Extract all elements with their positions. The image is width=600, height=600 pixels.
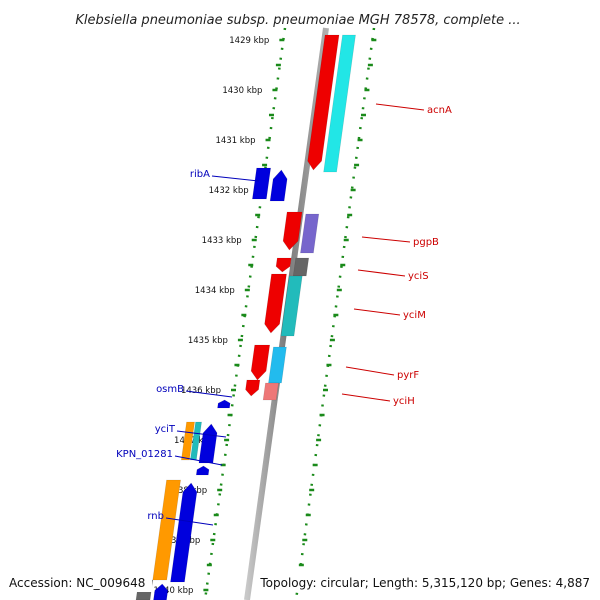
map-title: Klebsiella pneumoniae subsp. pneumoniae … [75, 13, 520, 28]
gene-labels: acnA pgpB yciS yciM pyrF yciH ribA osmB yciT KPN_… [116, 105, 452, 522]
ruler-tick-label: 1436 kbp [181, 386, 221, 396]
gene-feature[interactable] [252, 167, 272, 200]
gene-feature[interactable] [307, 34, 340, 171]
gene-label-leaders [165, 103, 425, 526]
gene-label-reverse[interactable]: rnb [147, 511, 164, 522]
gene-feature[interactable] [250, 344, 271, 381]
ruler-tick-label: 1433 kbp [202, 236, 242, 246]
label-leader-reverse [174, 455, 223, 466]
ruler-tick-label: 1435 kbp [188, 336, 228, 346]
gene-feature[interactable] [152, 479, 181, 581]
gene-feature[interactable] [280, 275, 303, 337]
gene-features [135, 34, 356, 600]
ruler-left-line [203, 27, 287, 600]
gene-feature[interactable] [153, 583, 169, 600]
gene-feature[interactable] [323, 34, 356, 173]
gene-feature[interactable] [195, 465, 210, 476]
label-leader-forward [341, 393, 391, 402]
gene-label-forward[interactable]: yciM [403, 310, 426, 321]
gene-label-reverse[interactable]: ribA [190, 169, 210, 180]
label-leader-forward [361, 236, 411, 243]
accession-text: Accession: NC_009648 [9, 576, 145, 590]
ruler-tick-label: 1429 kbp [229, 36, 269, 46]
gene-label-reverse[interactable]: osmB [156, 384, 184, 395]
label-leader-reverse [211, 175, 260, 182]
gene-label-forward[interactable]: pyrF [397, 370, 419, 381]
ruler-tick-label: 1430 kbp [222, 86, 262, 96]
gene-label-forward[interactable]: yciS [408, 271, 429, 282]
gene-feature[interactable] [268, 346, 287, 384]
gene-feature[interactable] [170, 482, 198, 583]
gene-feature[interactable] [198, 423, 218, 464]
gene-feature[interactable] [300, 213, 320, 254]
ruler-right-line [294, 27, 376, 600]
label-leader-forward [353, 308, 401, 316]
label-leader-reverse [185, 390, 233, 398]
gene-feature[interactable] [282, 211, 303, 251]
ruler-tick-label: 1434 kbp [195, 286, 235, 296]
label-leader-forward [345, 366, 395, 376]
ruler-tick-label: 1431 kbp [215, 136, 255, 146]
gene-feature[interactable] [217, 399, 231, 409]
gene-feature[interactable] [269, 169, 288, 202]
label-leader-forward [375, 103, 425, 111]
gene-label-reverse[interactable]: yciT [155, 424, 176, 435]
topology-text: Topology: circular; Length: 5,315,120 bp… [259, 576, 590, 590]
label-leader-reverse [176, 430, 227, 438]
ruler-tick-label: 1432 kbp [209, 186, 249, 196]
gene-feature[interactable] [245, 379, 261, 397]
gene-label-forward[interactable]: acnA [427, 105, 452, 116]
gene-label-reverse[interactable]: KPN_01281 [116, 449, 173, 460]
ruler-tick-label: 1440 kbp [153, 586, 193, 596]
gene-feature[interactable] [292, 257, 310, 277]
gene-label-forward[interactable]: pgpB [413, 237, 439, 248]
gene-feature[interactable] [262, 382, 279, 401]
gene-label-forward[interactable]: yciH [393, 396, 415, 407]
footer: Accession: NC_009648 Topology: circular;… [4, 572, 594, 592]
gene-feature[interactable] [275, 257, 292, 273]
label-leader-forward [357, 269, 406, 277]
gene-feature[interactable] [180, 421, 195, 461]
gene-feature[interactable] [264, 273, 287, 334]
label-leader-reverse [165, 517, 214, 526]
